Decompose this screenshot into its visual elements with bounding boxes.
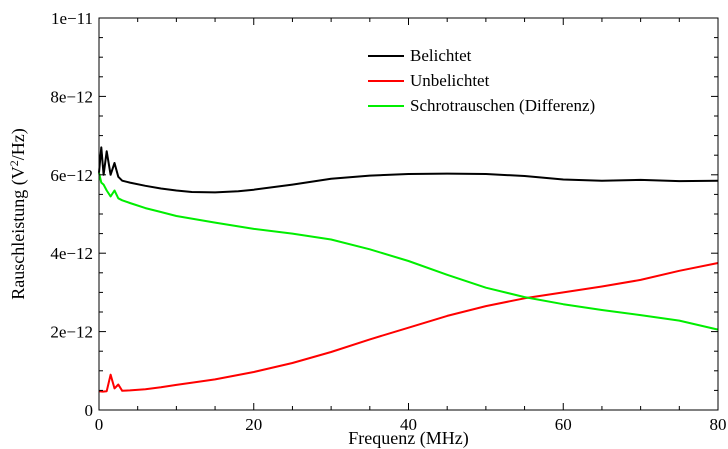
y-tick-label: 2e−12 <box>50 323 93 342</box>
x-tick-label: 80 <box>710 415 727 434</box>
series-line-3 <box>98 172 719 331</box>
y-tick-label: 1e−11 <box>51 9 93 28</box>
x-tick-label: 60 <box>555 415 572 434</box>
x-tick-label: 0 <box>95 415 104 434</box>
x-tick-label: 20 <box>245 415 262 434</box>
axes: 0 20 40 60 80 0 2e−12 4e−12 6e−12 8e−12 1e−11 <box>50 9 726 434</box>
y-axis-label-superscript: 2 <box>7 160 21 166</box>
legend-label-3: Schrotrauschen (Differenz) <box>410 96 595 115</box>
y-tick-label: 8e−12 <box>50 87 93 106</box>
x-tick-label: 40 <box>400 415 417 434</box>
legend-label-1: Belichtet <box>410 46 472 65</box>
series-line-1 <box>98 146 719 194</box>
series-line-2 <box>98 262 719 393</box>
y-tick-label: 6e−12 <box>50 166 93 185</box>
y-axis-label-tail: /Hz) <box>8 128 29 160</box>
y-axis-label-main: Rauschleistung (V <box>8 166 29 299</box>
plot-area <box>98 146 719 393</box>
plot-frame <box>98 17 719 411</box>
y-axis-label: Rauschleistung (V2/Hz) <box>7 128 29 299</box>
y-tick-label: 4e−12 <box>50 244 93 263</box>
legend-label-2: Unbelichtet <box>410 71 490 90</box>
y-tick-label: 0 <box>85 401 94 420</box>
x-axis-label: Frequenz (MHz) <box>348 428 468 449</box>
legend: Belichtet Unbelichtet Schrotrauschen (Diff… <box>368 46 595 115</box>
